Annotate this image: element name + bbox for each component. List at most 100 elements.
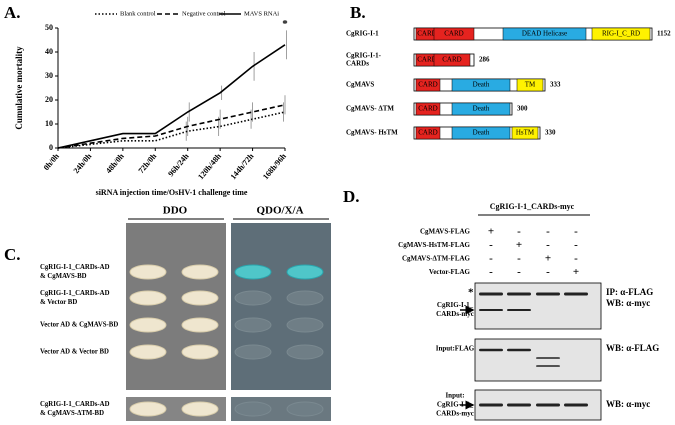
y-tick-label: 20	[45, 95, 53, 104]
row-label: CgRIG-I-1_CARDs-AD	[40, 264, 110, 271]
domain-label: CARD	[418, 81, 437, 89]
x-tick-label: 96h/24h	[166, 151, 191, 178]
sign: -	[546, 266, 550, 278]
medium-label: QDO/X/A	[256, 205, 303, 217]
blot-label: CgRIG-I-1_	[437, 401, 474, 409]
band	[564, 403, 588, 407]
construct-label: CgMAVS-ΔTM-FLAG	[402, 255, 471, 263]
row-label: Vector AD & CgMAVS-BD	[40, 322, 118, 329]
protein-length: 1152	[657, 30, 671, 38]
protein-length: 330	[545, 129, 556, 137]
y-tick-label: 30	[45, 71, 53, 80]
colony	[129, 344, 167, 360]
sign: -	[546, 239, 550, 251]
domain-label: CARD	[444, 30, 463, 38]
band	[536, 292, 560, 296]
antibody-label: WB: α-myc	[606, 399, 650, 409]
protein-length: 300	[517, 105, 528, 113]
sign: +	[545, 253, 551, 265]
domain-label: Death	[473, 105, 490, 113]
row-label: Vector AD & Vector BD	[40, 349, 109, 356]
protein-name: CgMAVS	[346, 81, 374, 89]
sign: -	[546, 226, 550, 238]
y-axis-label: Cumulative mortality	[14, 46, 24, 130]
y-tick-label: 0	[49, 143, 53, 152]
band	[479, 292, 503, 296]
domain	[511, 126, 539, 140]
protein-name: CgRIG-I-1	[346, 30, 379, 38]
colony	[129, 401, 167, 417]
colony	[181, 264, 219, 280]
colony	[286, 290, 324, 306]
domain-label: CARD	[417, 56, 436, 64]
blot-label: CARDs-myc	[436, 410, 474, 418]
domain-label: HsTM	[516, 129, 535, 137]
domain	[433, 53, 471, 67]
protein-length: 333	[550, 81, 561, 89]
domain	[415, 102, 441, 116]
sign: -	[489, 253, 493, 265]
domain	[415, 78, 441, 92]
domain-label: CARD	[417, 30, 436, 38]
row-label: & CgMAVS-BD	[40, 273, 87, 280]
sign: -	[517, 226, 521, 238]
band	[536, 365, 560, 367]
band	[479, 348, 503, 352]
band	[507, 292, 531, 296]
protein-name: CgMAVS- HsTM	[346, 129, 398, 137]
row-label: & Vector BD	[40, 299, 77, 306]
band	[507, 348, 531, 352]
sign: +	[516, 239, 522, 251]
colony	[286, 264, 324, 280]
star: *	[468, 287, 474, 299]
domain-label: RIG-I_C_RD	[602, 30, 640, 38]
x-tick-label: 168h/96h	[261, 151, 288, 181]
sign: +	[573, 266, 579, 278]
domain	[502, 27, 587, 41]
plate	[231, 223, 331, 390]
panel-label: C.	[4, 245, 21, 264]
domain	[415, 126, 441, 140]
sign: -	[489, 266, 493, 278]
blot	[474, 282, 602, 330]
x-tick-label: 144h/72h	[229, 151, 256, 181]
blot-label: CgRIG-I-1_	[437, 301, 474, 309]
colony	[234, 317, 272, 333]
blot	[474, 338, 602, 382]
colony	[129, 290, 167, 306]
colony	[234, 401, 272, 417]
series-line	[57, 44, 286, 149]
colony	[181, 317, 219, 333]
domain-label: Death	[473, 129, 490, 137]
panel-label: B.	[350, 3, 366, 22]
domain	[451, 126, 511, 140]
colony	[129, 264, 167, 280]
protein-length: 286	[479, 56, 490, 64]
colony	[286, 344, 324, 360]
x-tick-label: 48h/0h	[104, 151, 126, 175]
blot-label: Input:	[445, 392, 464, 400]
x-tick-label: 120h/48h	[196, 151, 223, 181]
band	[479, 403, 503, 407]
row-label: & CgMAVS-ΔTM-BD	[40, 410, 104, 417]
blot-label: CARDs-myc	[436, 310, 474, 318]
x-axis-label: siRNA injection time/OsHV-1 challenge ti…	[96, 188, 248, 197]
domain-label: CARD	[418, 129, 437, 137]
medium-label: DDO	[163, 205, 188, 217]
colony	[181, 344, 219, 360]
domain	[451, 102, 511, 116]
colony	[129, 317, 167, 333]
legend-label: Blank control	[120, 10, 156, 17]
series-line	[57, 104, 286, 149]
row-label: CgRIG-I-1_CARDs-AD	[40, 290, 110, 297]
antibody-label: WB: α-myc	[606, 298, 650, 308]
domain-label: CARD	[442, 56, 461, 64]
panel-label: A.	[4, 3, 21, 22]
sign: -	[574, 239, 578, 251]
band	[507, 309, 531, 311]
sign: +	[488, 226, 494, 238]
colony	[234, 344, 272, 360]
panel-label: D.	[343, 187, 360, 206]
colony	[181, 401, 219, 417]
